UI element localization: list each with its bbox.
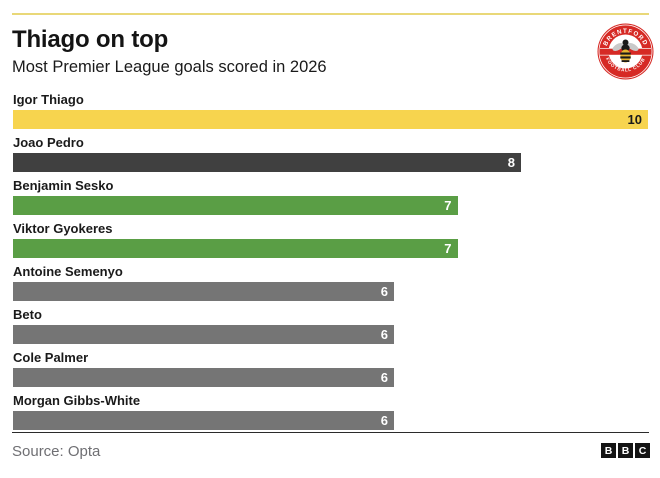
bar-track: 7 bbox=[13, 196, 648, 215]
bar: 10 bbox=[13, 110, 648, 129]
bar: 6 bbox=[13, 411, 394, 430]
bar-label: Viktor Gyokeres bbox=[13, 221, 113, 236]
bar-value: 10 bbox=[627, 112, 642, 127]
source-text: Source: Opta bbox=[12, 443, 101, 460]
bee-icon bbox=[612, 39, 639, 63]
bar-track: 7 bbox=[13, 239, 648, 258]
bar-track: 6 bbox=[13, 411, 648, 430]
bar-value: 7 bbox=[444, 198, 452, 213]
bar-row: Antoine Semenyo 6 bbox=[13, 265, 648, 301]
bar-value: 6 bbox=[380, 284, 388, 299]
bar-value: 8 bbox=[507, 155, 515, 170]
bar-track: 8 bbox=[13, 153, 648, 172]
bar-value: 6 bbox=[380, 370, 388, 385]
bar: 7 bbox=[13, 196, 458, 215]
page-subtitle: Most Premier League goals scored in 2026 bbox=[12, 58, 327, 76]
bar-chart: Igor Thiago 10 Joao Pedro 8 Benjamin Sesko 7 V… bbox=[13, 93, 648, 437]
bar-value: 6 bbox=[380, 413, 388, 428]
bbc-logo: B B C bbox=[601, 443, 650, 458]
bar-row: Cole Palmer 6 bbox=[13, 351, 648, 387]
bbc-logo-block: C bbox=[635, 443, 650, 458]
bar-track: 6 bbox=[13, 282, 648, 301]
bar-label: Cole Palmer bbox=[13, 350, 89, 365]
bar-row: Joao Pedro 8 bbox=[13, 136, 648, 172]
bar-row: Beto 6 bbox=[13, 308, 648, 344]
bar-track: 6 bbox=[13, 368, 648, 387]
bar-label: Morgan Gibbs-White bbox=[13, 393, 141, 408]
bar-row: Morgan Gibbs-White 6 bbox=[13, 394, 648, 430]
bar: 8 bbox=[13, 153, 521, 172]
bbc-logo-block: B bbox=[601, 443, 616, 458]
bar-row: Igor Thiago 10 bbox=[13, 93, 648, 129]
bar-row: Benjamin Sesko 7 bbox=[13, 179, 648, 215]
brentford-badge-icon: BRENTFORD FOOTBALL CLUB bbox=[597, 23, 654, 80]
bar-value: 7 bbox=[444, 241, 452, 256]
bar: 6 bbox=[13, 368, 394, 387]
bar-label: Beto bbox=[13, 307, 42, 322]
bar-label: Benjamin Sesko bbox=[13, 178, 114, 193]
top-accent-rule bbox=[12, 13, 649, 15]
bar-row: Viktor Gyokeres 7 bbox=[13, 222, 648, 258]
page-title: Thiago on top bbox=[12, 26, 169, 53]
bar-track: 6 bbox=[13, 325, 648, 344]
bar-label: Antoine Semenyo bbox=[13, 264, 123, 279]
bar: 6 bbox=[13, 325, 394, 344]
bar: 7 bbox=[13, 239, 458, 258]
bar-label: Igor Thiago bbox=[13, 92, 84, 107]
bar-track: 10 bbox=[13, 110, 648, 129]
bbc-logo-block: B bbox=[618, 443, 633, 458]
footer-divider bbox=[12, 432, 649, 433]
bar-value: 6 bbox=[380, 327, 388, 342]
bar: 6 bbox=[13, 282, 394, 301]
bar-label: Joao Pedro bbox=[13, 135, 84, 150]
